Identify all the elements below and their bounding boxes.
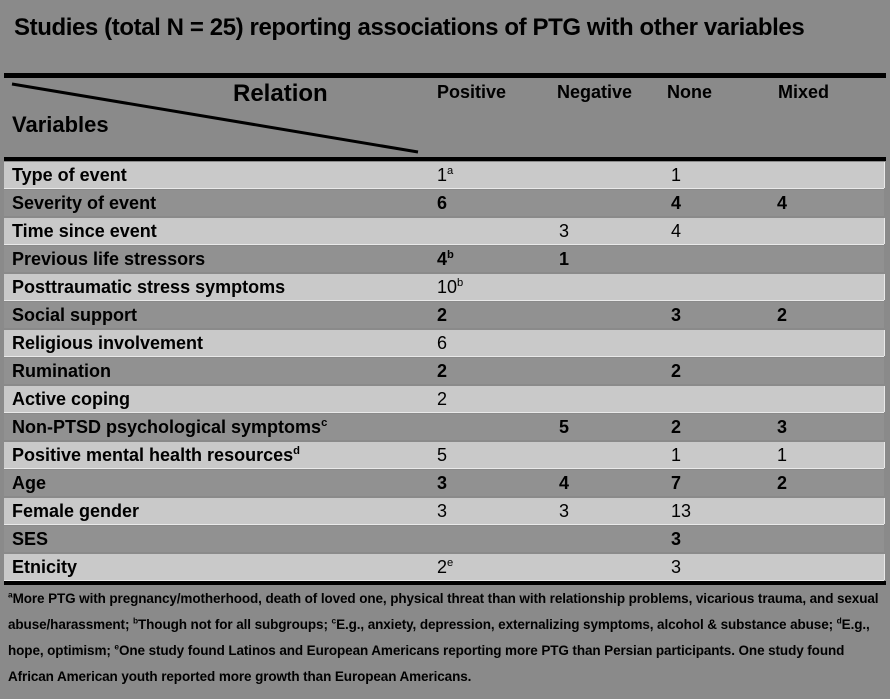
cell-mixed: 1 [777,445,788,465]
cell-negative: 4 [559,473,570,493]
cell-none: 3 [671,305,682,325]
table-row: Religious involvement 6 [4,330,884,356]
table-row: Etnicity 2e 3 [4,554,884,580]
cell-positive: 5 [437,445,448,465]
table-row: Rumination 2 2 [4,358,884,384]
cell-none: 7 [671,473,682,493]
cell-none: 4 [671,221,682,241]
row-label: Positive mental health resourcesd [12,445,300,465]
table-row: Previous life stressors 4b 1 [4,246,884,272]
row-label: Female gender [12,501,140,521]
cell-positive: 2e [437,557,454,577]
table-row: Non-PTSD psychological symptomsc 5 2 3 [4,414,884,440]
column-header-mixed: Mixed [778,82,830,102]
row-label: Social support [12,305,138,325]
cell-negative: 5 [559,417,570,437]
cell-mixed: 3 [777,417,788,437]
top-rule [4,73,886,78]
relation-header-label: Relation [233,80,328,107]
table-row: Age 3 4 7 2 [4,470,884,496]
cell-positive: 4b [437,249,454,269]
table-row: Active coping 2 [4,386,884,412]
footnotes: aMore PTG with pregnancy/motherhood, dea… [8,589,879,684]
table-row: Time since event 3 4 [4,218,884,244]
footnote-marker: a [8,589,13,600]
row-label: Type of event [12,165,127,185]
cell-mixed: 4 [777,193,788,213]
row-label: Age [12,473,47,493]
page-title: Studies (total N = 25) reporting associa… [14,14,805,41]
table-row: Social support 2 3 2 [4,302,884,328]
cell-negative: 3 [559,501,570,521]
table-row: Posttraumatic stress symptoms 10b [4,274,884,300]
row-label: Active coping [12,389,131,409]
table-row: Type of event 1a 1 [4,162,884,188]
cell-none: 13 [671,501,692,521]
cell-none: 2 [671,417,682,437]
diagonal-divider-line [11,82,419,154]
footnote-marker: d [836,615,842,626]
cell-positive: 3 [437,501,448,521]
cell-positive: 2 [437,361,448,381]
column-header-positive: Positive [437,82,507,102]
table-header: Relation Variables Positive Negative Non… [0,78,890,157]
row-label: SES [12,529,49,549]
variables-header-label: Variables [12,112,109,137]
cell-negative: 3 [559,221,570,241]
cell-none: 3 [671,557,682,577]
cell-positive: 2 [437,305,448,325]
cell-positive: 10b [437,277,464,297]
row-label: Severity of event [12,193,157,213]
header-bottom-rule [4,157,886,161]
cell-none: 1 [671,445,682,465]
table-row: Severity of event 6 4 4 [4,190,884,216]
row-label: Posttraumatic stress symptoms [12,277,286,297]
cell-none: 2 [671,361,682,381]
table-row: Female gender 3 3 13 [4,498,884,524]
row-label: Previous life stressors [12,249,206,269]
cell-positive: 2 [437,389,448,409]
row-label: Non-PTSD psychological symptomsc [12,417,328,437]
row-label: Etnicity [12,557,78,577]
cell-negative: 1 [559,249,570,269]
cell-positive: 1a [437,165,454,185]
table-row: Positive mental health resourcesd 5 1 1 [4,442,884,468]
column-header-negative: Negative [557,82,633,102]
cell-none: 4 [671,193,682,213]
table-bottom-rule [4,581,886,585]
table-body: Type of event 1a 1 Severity of event 6 4 4 Time… [4,162,884,582]
cell-positive: 6 [437,333,448,353]
row-label: Religious involvement [12,333,204,353]
cell-positive: 6 [437,193,448,213]
footnote-marker: c [331,615,337,626]
cell-mixed: 2 [777,473,788,493]
cell-mixed: 2 [777,305,788,325]
row-label: Rumination [12,361,111,381]
cell-positive: 3 [437,473,448,493]
cell-none: 1 [671,165,682,185]
cell-none: 3 [671,529,682,549]
footnote-marker: b [133,615,139,626]
footnote-marker: e [114,641,119,652]
row-label: Time since event [12,221,157,241]
column-header-none: None [667,82,712,102]
table-row: SES 3 [4,526,884,552]
